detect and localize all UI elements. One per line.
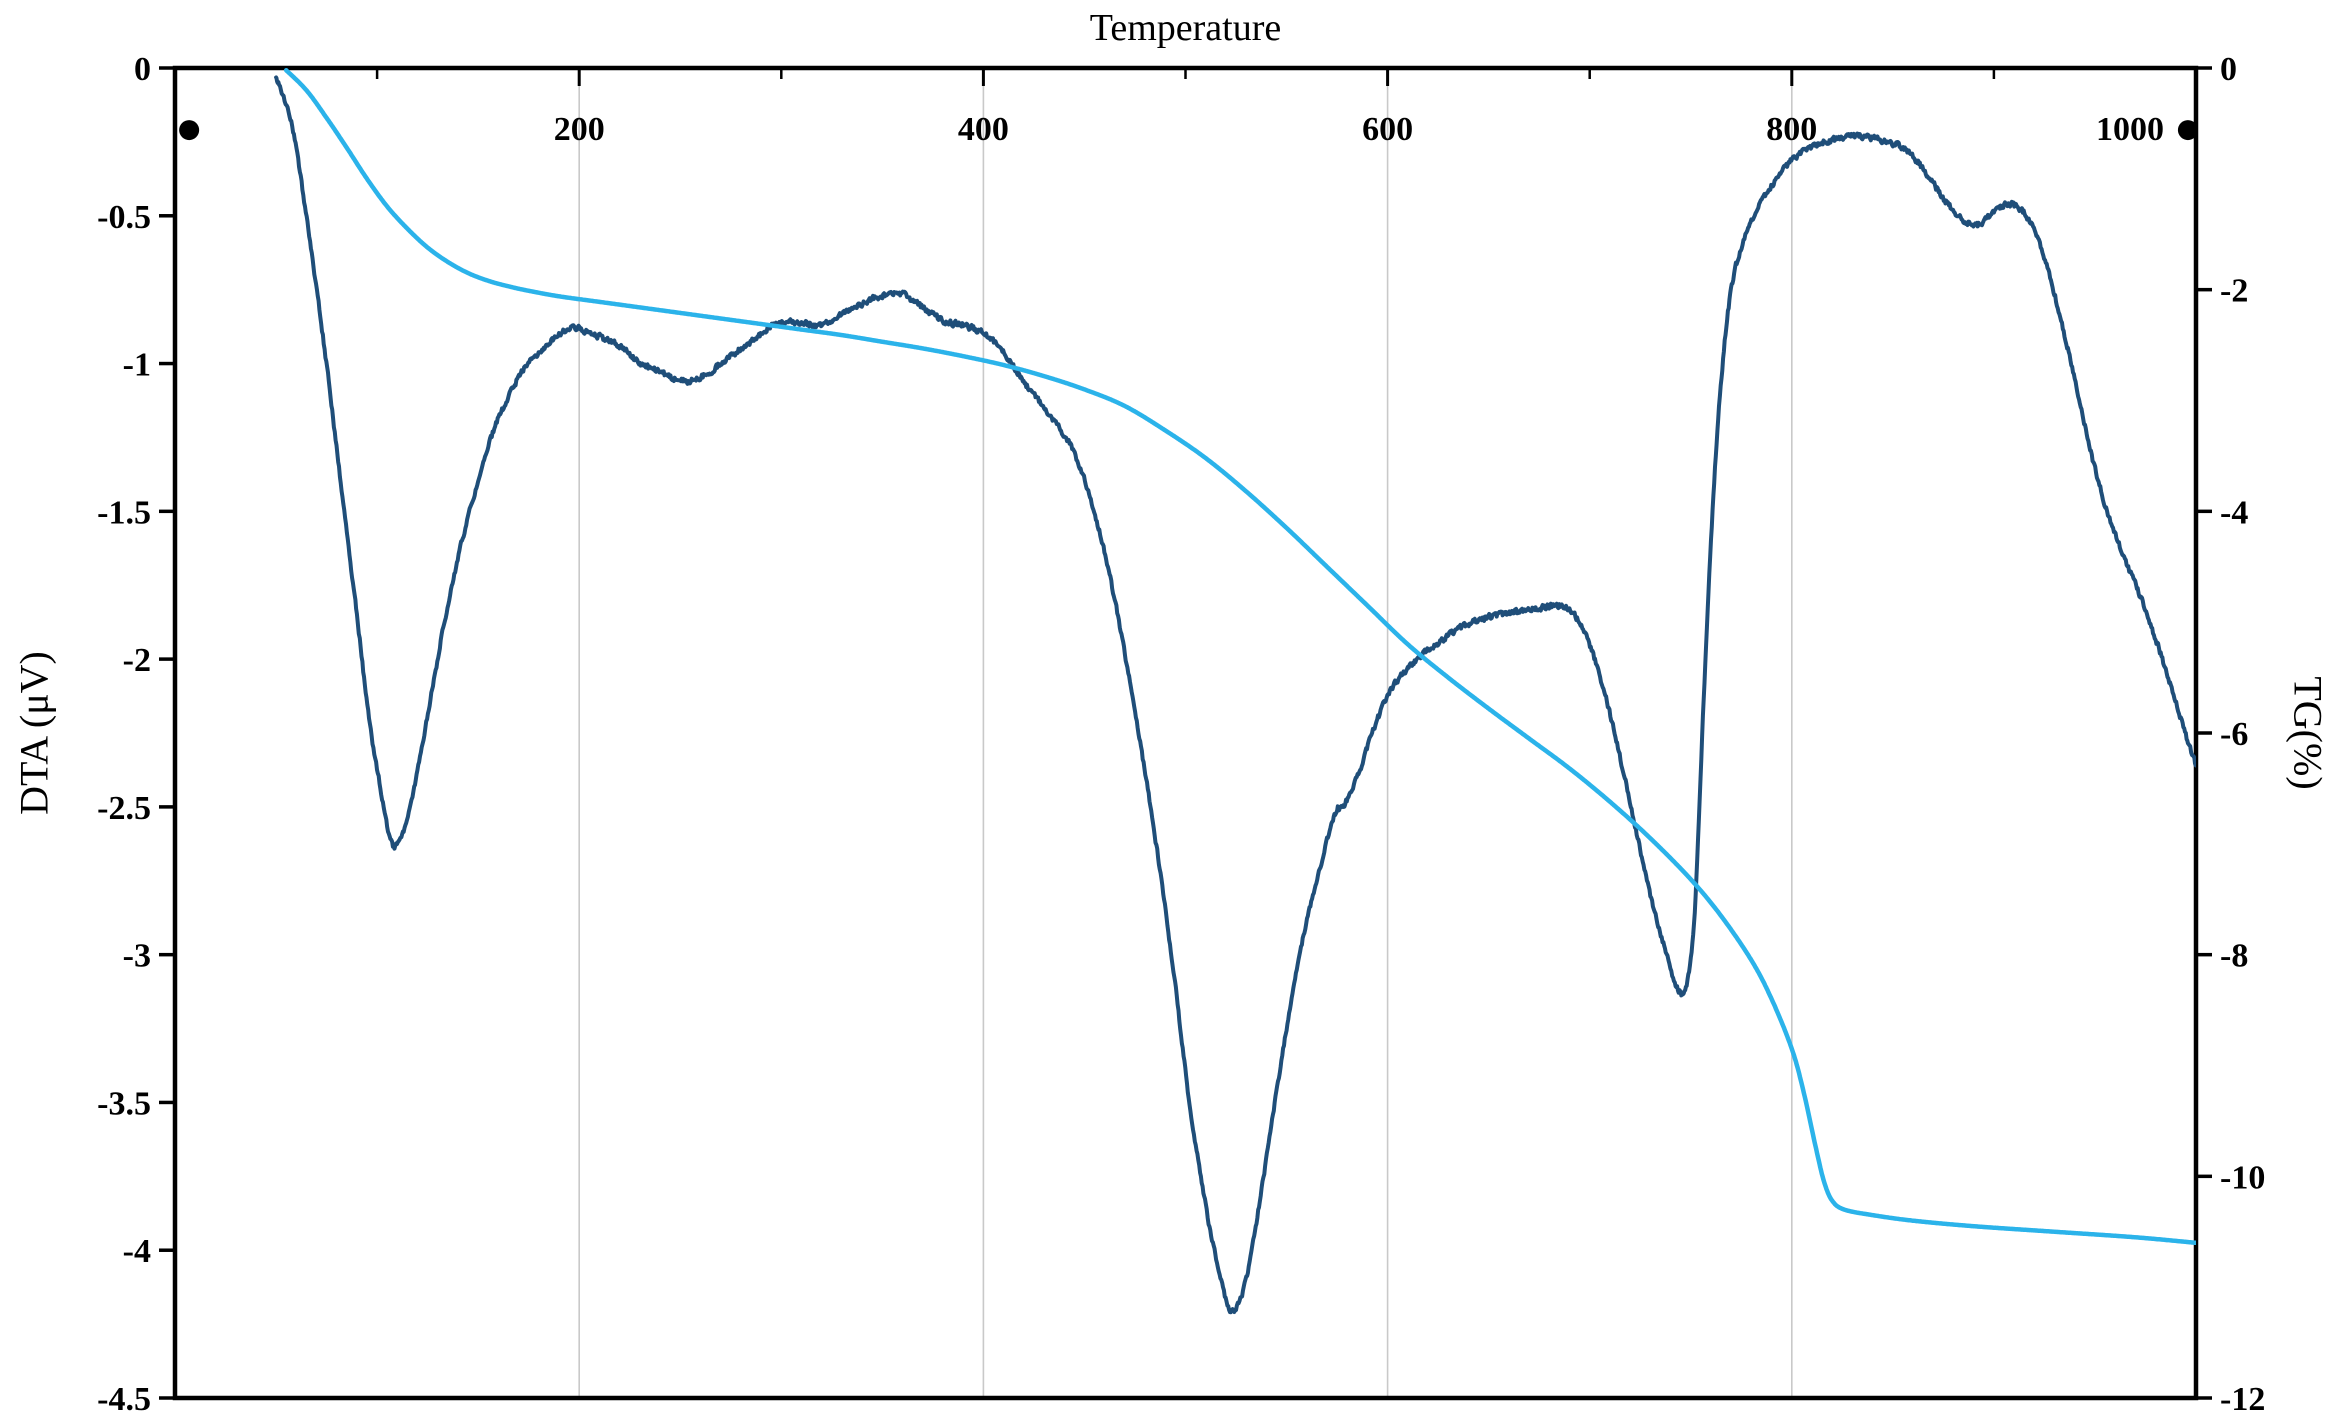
left-tick-label: -0.5	[97, 199, 151, 236]
right-tick-label: 0	[2220, 51, 2237, 88]
right-tick-label: -2	[2220, 273, 2248, 310]
x-tick-label: 200	[554, 111, 605, 148]
x-tick-label: 800	[1766, 111, 1817, 148]
right-tick-label: -10	[2220, 1159, 2265, 1196]
left-tick-label: -2	[123, 642, 151, 679]
right-tick-label: -8	[2220, 938, 2248, 975]
series-dta-curve	[274, 75, 2196, 1315]
left-tick-label: -3.5	[97, 1085, 151, 1122]
chart-title: Temperature	[1089, 7, 1282, 49]
axes-border	[172, 65, 2199, 1401]
endpoint-dot	[2177, 120, 2198, 141]
left-tick-label: -1	[123, 347, 151, 384]
x-tick-label: 1000	[2096, 111, 2164, 148]
left-tick-label: -4	[123, 1233, 151, 1270]
left-tick-label: -4.5	[97, 1381, 151, 1418]
left-tick-label: -1.5	[97, 494, 151, 531]
series-tg-curve	[283, 67, 2196, 1246]
x-tick-label: 400	[958, 111, 1009, 148]
right-tick-label: -12	[2220, 1381, 2265, 1418]
x-tick-label: 600	[1362, 111, 1413, 148]
left-tick-label: 0	[134, 51, 151, 88]
left-tick-label: -3	[123, 938, 151, 975]
right-tick-label: -6	[2220, 716, 2248, 753]
right-tick-label: -4	[2220, 494, 2248, 531]
left-tick-label: -2.5	[97, 790, 151, 827]
endpoint-dot	[179, 120, 200, 141]
